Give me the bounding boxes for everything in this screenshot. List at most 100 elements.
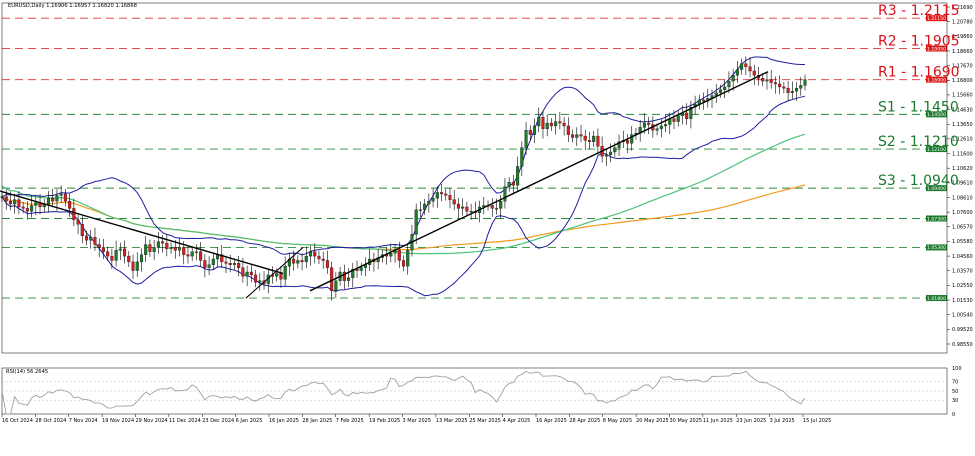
candle bbox=[97, 238, 101, 258]
candle bbox=[592, 130, 596, 147]
candle-body bbox=[549, 122, 553, 127]
candle-body bbox=[444, 193, 448, 196]
candle bbox=[545, 114, 549, 137]
candle bbox=[17, 191, 21, 215]
candle-body bbox=[511, 182, 515, 186]
rsi-tick-label: 100 bbox=[952, 366, 962, 372]
candle-body bbox=[55, 195, 59, 202]
candle-body bbox=[110, 255, 114, 261]
candle bbox=[427, 193, 431, 213]
candle bbox=[258, 273, 262, 291]
candle bbox=[30, 195, 34, 218]
candle bbox=[123, 240, 127, 264]
candle-body bbox=[228, 263, 232, 265]
candle bbox=[414, 203, 418, 245]
candle-body bbox=[617, 141, 621, 148]
candle bbox=[672, 110, 676, 129]
y-tick-label: 1.15660 bbox=[952, 93, 973, 99]
candle bbox=[566, 117, 570, 142]
candle-body bbox=[469, 211, 473, 213]
candle bbox=[254, 269, 258, 288]
candle bbox=[139, 248, 143, 272]
level-price-tag-s2 bbox=[926, 146, 947, 153]
candle-body bbox=[283, 266, 287, 280]
candle-body bbox=[583, 135, 587, 141]
candle-body bbox=[30, 205, 34, 212]
candle-body bbox=[304, 255, 308, 263]
candle-body bbox=[507, 182, 511, 187]
candle-body bbox=[51, 198, 55, 202]
candle-body bbox=[765, 79, 769, 82]
candle bbox=[342, 264, 346, 290]
candle-body bbox=[25, 208, 29, 212]
candle-body bbox=[664, 124, 668, 127]
x-tick-label: 29 Nov 2024 bbox=[136, 418, 168, 424]
candle-body bbox=[46, 198, 51, 205]
candle-body bbox=[161, 241, 165, 244]
x-tick-label: 28 Apr 2025 bbox=[569, 418, 600, 424]
candle-body bbox=[241, 267, 245, 277]
candle bbox=[461, 198, 465, 216]
candle bbox=[685, 103, 689, 125]
candle bbox=[406, 242, 410, 275]
x-tick-label: 28 Jan 2025 bbox=[302, 418, 332, 424]
candle bbox=[110, 248, 114, 269]
candle bbox=[224, 255, 228, 274]
candle bbox=[106, 246, 110, 262]
y-tick-label: 1.21690 bbox=[952, 5, 973, 11]
candle bbox=[351, 262, 355, 288]
candle-body bbox=[182, 247, 186, 255]
candle bbox=[782, 81, 786, 94]
candle-body bbox=[571, 134, 575, 138]
x-tick-label: 11 Dec 2024 bbox=[169, 418, 201, 424]
candle-body bbox=[220, 254, 224, 263]
candle bbox=[528, 125, 532, 140]
candle bbox=[435, 186, 439, 208]
x-tick-label: 16 Apr 2025 bbox=[536, 418, 567, 424]
level-label-s2: S2 - 1.1210 bbox=[878, 134, 959, 150]
y-tick-label: 0.99520 bbox=[952, 327, 973, 333]
x-tick-label: 15 Jul 2025 bbox=[803, 418, 831, 424]
candle-body bbox=[744, 63, 748, 67]
candle bbox=[511, 174, 515, 194]
candle-body bbox=[524, 130, 528, 148]
x-tick-label: 23 Dec 2024 bbox=[202, 418, 234, 424]
candle-body bbox=[300, 260, 304, 263]
candle-body bbox=[173, 247, 177, 251]
candle-body bbox=[435, 192, 439, 199]
y-tick-label: 1.17670 bbox=[952, 63, 973, 69]
level-price-tag-r2 bbox=[926, 45, 947, 52]
candle bbox=[317, 251, 321, 265]
rsi-tick-label: 70 bbox=[952, 380, 958, 386]
candle bbox=[418, 201, 422, 218]
candle bbox=[469, 203, 473, 220]
candle bbox=[490, 198, 494, 217]
y-tick-label: 1.08610 bbox=[952, 195, 973, 201]
candle bbox=[617, 134, 621, 157]
candle-body bbox=[545, 122, 549, 129]
candle bbox=[562, 116, 566, 136]
candle bbox=[165, 234, 169, 257]
candle bbox=[625, 134, 630, 153]
candle bbox=[21, 201, 25, 214]
y-tick-label: 1.12610 bbox=[952, 137, 973, 143]
candle bbox=[532, 118, 537, 144]
candle bbox=[25, 200, 29, 220]
candle bbox=[300, 253, 304, 271]
candle-body bbox=[452, 199, 456, 205]
candle bbox=[304, 246, 308, 269]
candle-body bbox=[165, 242, 169, 250]
candle bbox=[761, 73, 765, 87]
candle bbox=[237, 255, 241, 277]
candle-body bbox=[59, 193, 63, 196]
candle-body bbox=[207, 264, 211, 268]
candle-body bbox=[562, 122, 566, 127]
candle bbox=[659, 118, 663, 138]
candle bbox=[118, 242, 122, 261]
level-price-tag-text-r2: 1.19050 bbox=[927, 46, 946, 52]
candle bbox=[583, 129, 587, 151]
candle-body bbox=[431, 198, 435, 202]
candle bbox=[245, 265, 249, 287]
candle bbox=[220, 244, 224, 269]
candle-body bbox=[106, 251, 110, 257]
